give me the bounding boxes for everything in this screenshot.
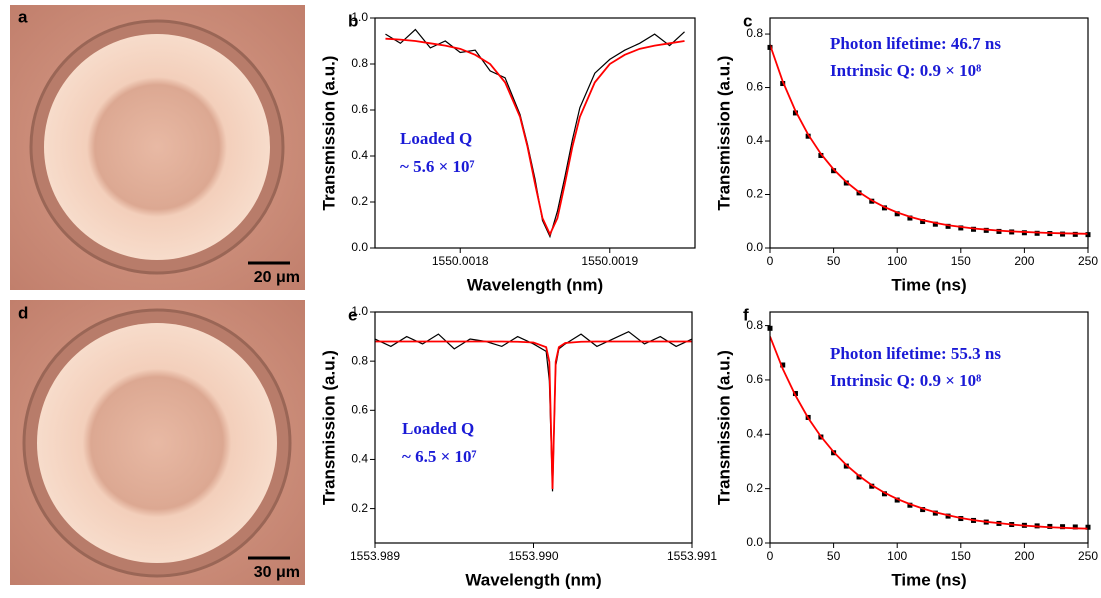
x-axis-label: Time (ns) xyxy=(891,275,966,294)
panel-label: a xyxy=(18,7,28,26)
y-axis-label: Transmission (a.u.) xyxy=(714,350,733,505)
y-axis-label: Transmission (a.u.) xyxy=(714,56,733,211)
y-tick-label: 0.2 xyxy=(351,194,368,208)
y-tick-label: 0.2 xyxy=(746,187,763,201)
y-tick-label: 0.4 xyxy=(746,426,763,440)
x-axis-label: Wavelength (nm) xyxy=(467,275,603,294)
y-tick-label: 0.2 xyxy=(351,501,368,515)
data-marker xyxy=(958,225,964,231)
x-tick-label: 150 xyxy=(951,549,971,563)
data-marker xyxy=(1060,524,1066,530)
x-tick-label: 1550.0019 xyxy=(581,254,638,268)
data-marker xyxy=(792,110,798,116)
x-tick-label: 200 xyxy=(1014,254,1034,268)
x-tick-label: 250 xyxy=(1078,254,1098,268)
x-tick-label: 1553.991 xyxy=(667,549,717,563)
y-tick-label: 0.4 xyxy=(351,452,368,466)
data-line xyxy=(375,340,692,489)
data-marker xyxy=(1072,524,1078,530)
panel-label: f xyxy=(743,305,749,324)
y-tick-label: 0.8 xyxy=(351,353,368,367)
x-tick-label: 200 xyxy=(1014,549,1034,563)
y-tick-label: 0.4 xyxy=(746,133,763,147)
annotation: ~ 6.5 × 10⁷ xyxy=(402,447,477,466)
data-marker xyxy=(932,221,938,227)
data-marker xyxy=(920,507,926,513)
data-marker xyxy=(818,152,824,158)
scale-bar-label: 20 μm xyxy=(254,269,300,286)
plot-frame xyxy=(769,311,1089,544)
panel-label: e xyxy=(348,305,357,324)
annotation: ~ 5.6 × 10⁷ xyxy=(400,157,475,176)
annotation: Photon lifetime: 46.7 ns xyxy=(830,34,1001,53)
chart: f 0 50 100 150 200 250 0.0 0.2 0.4 0.6 0.8 Time (ns)… xyxy=(714,305,1098,589)
x-tick-label: 250 xyxy=(1078,549,1098,563)
x-tick-label: 100 xyxy=(887,254,907,268)
x-tick-label: 50 xyxy=(827,549,841,563)
data-line xyxy=(770,336,1088,530)
data-marker xyxy=(894,211,900,217)
y-tick-label: 0.8 xyxy=(746,318,763,332)
data-marker xyxy=(920,219,926,225)
scale-bar-label: 30 μm xyxy=(254,564,300,581)
annotation: Photon lifetime: 55.3 ns xyxy=(830,344,1001,363)
data-line xyxy=(770,44,1088,235)
y-tick-label: 0.8 xyxy=(351,56,368,70)
x-tick-label: 0 xyxy=(767,254,774,268)
data-line xyxy=(375,330,692,492)
data-marker xyxy=(831,168,837,174)
y-tick-label: 0.6 xyxy=(351,402,368,416)
micrograph-d: d 30 μm xyxy=(10,300,305,585)
x-tick-label: 100 xyxy=(887,549,907,563)
y-tick-label: 0.4 xyxy=(351,148,368,162)
x-tick-label: 1553.990 xyxy=(508,549,558,563)
annotation: Loaded Q xyxy=(402,419,474,438)
y-tick-label: 0.6 xyxy=(351,102,368,116)
data-marker xyxy=(894,497,900,503)
x-tick-label: 1553.989 xyxy=(350,549,400,563)
data-marker xyxy=(780,362,786,368)
y-tick-label: 0.2 xyxy=(746,481,763,495)
y-axis-label: Transmission (a.u.) xyxy=(319,350,338,505)
y-tick-label: 0.0 xyxy=(746,240,763,254)
annotation: Intrinsic Q: 0.9 × 10⁸ xyxy=(830,61,981,80)
data-line xyxy=(385,28,685,239)
annotation: Intrinsic Q: 0.9 × 10⁸ xyxy=(830,371,981,390)
y-tick-label: 0.0 xyxy=(746,535,763,549)
panel-label: d xyxy=(18,303,28,322)
y-tick-label: 1.0 xyxy=(351,10,368,24)
data-marker xyxy=(907,215,913,221)
data-marker xyxy=(945,223,951,229)
chart: b 1550.0018 1550.0019 0.0 0.2 0.4 0.6 0.8 1.0 Wav… xyxy=(319,10,696,294)
y-tick-label: 0.6 xyxy=(746,80,763,94)
chart: c 0 50 100 150 200 250 0.0 0.2 0.4 0.6 0.8 Time (ns)… xyxy=(714,11,1098,294)
data-line xyxy=(385,37,685,237)
x-axis-label: Wavelength (nm) xyxy=(465,570,601,589)
data-marker xyxy=(881,491,887,497)
chart: e 1553.989 1553.990 1553.991 0.2 0.4 0.6 0.8 1.0… xyxy=(319,304,717,589)
x-tick-label: 1550.0018 xyxy=(432,254,489,268)
panel-label: c xyxy=(743,11,752,30)
plot-frame xyxy=(374,17,696,249)
x-tick-label: 50 xyxy=(827,254,841,268)
annotation: Loaded Q xyxy=(400,129,472,148)
x-tick-label: 0 xyxy=(767,549,774,563)
x-tick-label: 150 xyxy=(951,254,971,268)
panel-label: b xyxy=(348,11,358,30)
y-axis-label: Transmission (a.u.) xyxy=(319,56,338,211)
y-tick-label: 0.8 xyxy=(746,26,763,40)
data-marker xyxy=(907,502,913,508)
y-tick-label: 0.6 xyxy=(746,372,763,386)
micrograph-a: a 20 μm xyxy=(10,5,305,290)
data-marker xyxy=(869,483,875,489)
y-tick-label: 1.0 xyxy=(351,304,368,318)
y-tick-label: 0.0 xyxy=(351,240,368,254)
plot-frame xyxy=(769,17,1089,249)
x-axis-label: Time (ns) xyxy=(891,570,966,589)
